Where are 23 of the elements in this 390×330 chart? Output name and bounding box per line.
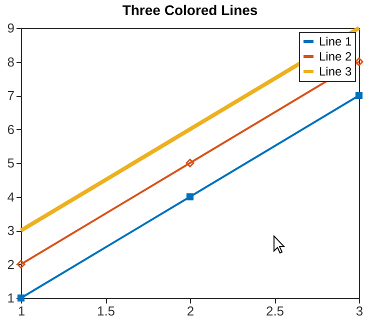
y-tick-label: 9 <box>7 20 14 36</box>
chart-title: Three Colored Lines <box>122 2 258 18</box>
legend-label: Line 2 <box>319 50 352 64</box>
y-tick-label: 6 <box>7 122 14 137</box>
point <box>17 294 25 302</box>
x-tick-label: 1 <box>18 304 26 318</box>
y-tick-label: 8 <box>7 54 14 70</box>
legend-label: Line 3 <box>319 64 352 78</box>
point <box>186 158 194 168</box>
y-tick-label: 4 <box>7 189 14 204</box>
x-tick-label: 2 <box>186 304 194 318</box>
y-tick-label: 3 <box>7 223 14 238</box>
x-tick-label: 1.5 <box>96 304 116 318</box>
x-tick-label: 3 <box>356 304 364 318</box>
y-tick-label: 5 <box>7 156 14 170</box>
point <box>16 260 26 269</box>
legend-label: Line 1 <box>319 34 352 48</box>
y-tick-label: 7 <box>7 88 14 103</box>
x-tick-label: 2.5 <box>266 304 284 318</box>
y-tick-label: 1 <box>7 290 14 306</box>
y-tick-label: 2 <box>7 256 14 272</box>
point <box>355 92 363 100</box>
point <box>186 193 194 200</box>
